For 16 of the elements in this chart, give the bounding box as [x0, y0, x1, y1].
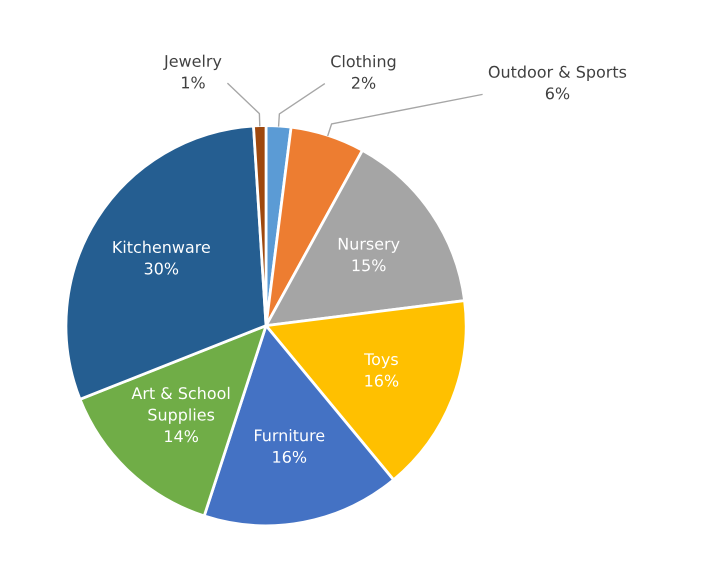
- slice-label: Nursery: [338, 238, 400, 253]
- data-label: 2%: [352, 76, 376, 89]
- slice-label: Jewelry: [163, 54, 222, 70]
- data-label: 30%: [144, 262, 178, 275]
- slice-label: Outdoor & Sports: [488, 66, 626, 81]
- data-label: 16%: [365, 374, 398, 387]
- data-label: 1%: [182, 76, 205, 89]
- slice-label: Kitchenware: [113, 240, 210, 254]
- slice-label: Furniture: [255, 429, 324, 442]
- slice-label: Toys: [364, 353, 398, 368]
- data-label: 15%: [352, 259, 386, 272]
- slice-label: Clothing: [331, 54, 396, 70]
- slice-label: Art & School Supplies: [132, 386, 230, 424]
- data-label: 16%: [273, 450, 306, 463]
- data-label: 6%: [546, 87, 570, 100]
- data-label: 14%: [165, 430, 198, 442]
